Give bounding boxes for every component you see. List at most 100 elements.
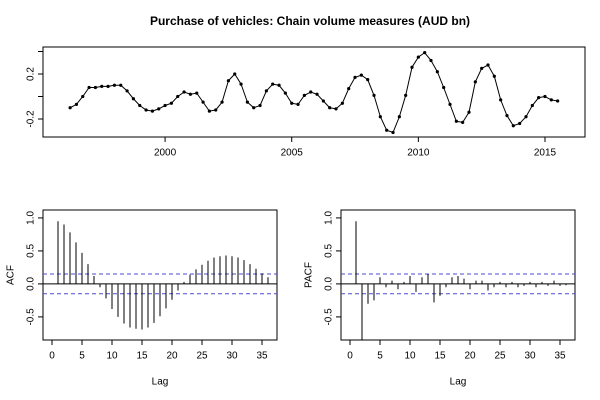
series-point: [112, 83, 117, 87]
series-point: [518, 121, 522, 126]
y-tick-label: -0.2: [26, 110, 37, 128]
x-tick-label: 25: [494, 351, 506, 362]
y-tick-label: 1.0: [324, 211, 335, 225]
series-point: [309, 90, 313, 94]
series-point: [385, 128, 389, 132]
x-axis-label: Lag: [450, 377, 467, 388]
series-point: [480, 66, 484, 70]
series-point: [511, 124, 515, 128]
series-point: [353, 75, 357, 79]
series-point: [347, 87, 351, 91]
series-point: [467, 110, 471, 114]
x-tick-label: 15: [136, 351, 148, 362]
x-tick-label: 20: [166, 351, 178, 362]
series-point: [271, 82, 275, 86]
x-axis-label: Lag: [152, 377, 169, 388]
series-point: [486, 63, 490, 67]
series-point: [239, 82, 243, 86]
series-point: [245, 100, 249, 104]
series-point: [321, 99, 325, 103]
series-point: [258, 103, 262, 108]
series-point: [499, 98, 503, 102]
x-tick-label: 2000: [154, 148, 177, 159]
x-tick-label: 20: [464, 351, 476, 362]
x-tick-label: 2010: [407, 148, 430, 159]
series-point: [163, 103, 167, 108]
series-point: [423, 51, 427, 55]
series-point: [157, 107, 161, 111]
series-point: [207, 109, 211, 113]
series-point: [448, 102, 452, 106]
y-tick-label: 0.0: [324, 277, 335, 291]
y-axis-label: PACF: [304, 262, 315, 288]
y-tick-label: 0.5: [324, 244, 335, 258]
y-axis-label: ACF: [6, 265, 17, 285]
series-point: [138, 103, 142, 108]
x-tick-label: 0: [347, 351, 353, 362]
series-point: [296, 102, 300, 106]
series-point: [68, 106, 72, 110]
series-point: [93, 85, 98, 90]
series-point: [404, 93, 408, 97]
series-point: [543, 94, 547, 99]
x-tick-label: 30: [226, 351, 238, 362]
y-tick-label: 0.2: [26, 67, 37, 81]
series-point: [176, 94, 180, 99]
x-tick-label: 15: [434, 351, 446, 362]
series-point: [87, 85, 91, 90]
series-point: [473, 80, 477, 84]
series-point: [150, 109, 155, 113]
series-point: [201, 100, 205, 104]
x-tick-label: 10: [106, 351, 118, 362]
series-point: [461, 120, 465, 124]
series-point: [524, 115, 528, 119]
x-tick-label: 35: [256, 351, 268, 362]
x-tick-label: 2015: [534, 148, 557, 159]
series-point: [334, 107, 338, 111]
y-tick-label: -0.5: [324, 308, 335, 326]
chart-title: Purchase of vehicles: Chain volume measu…: [150, 14, 470, 28]
x-tick-label: 10: [404, 351, 416, 362]
series-point: [106, 84, 110, 88]
series-point: [74, 102, 79, 106]
series-point: [429, 58, 433, 63]
series-point: [302, 93, 306, 97]
x-tick-label: 35: [554, 351, 566, 362]
series-point: [226, 79, 230, 83]
series-point: [182, 90, 186, 94]
series-point: [290, 101, 294, 105]
x-tick-label: 2005: [281, 148, 304, 159]
series-point: [537, 96, 541, 100]
series-point: [328, 106, 332, 110]
series-point: [416, 55, 420, 59]
series-point: [100, 84, 104, 88]
y-tick-label: -0.5: [26, 308, 37, 326]
series-point: [556, 99, 560, 103]
x-tick-label: 5: [377, 351, 383, 362]
series-point: [119, 83, 123, 87]
y-tick-label: 0.5: [26, 244, 37, 258]
x-tick-label: 25: [196, 351, 208, 362]
x-tick-label: 0: [49, 351, 55, 362]
series-point: [372, 93, 376, 97]
series-point: [359, 73, 363, 77]
series-point: [188, 92, 193, 96]
series-point: [505, 114, 509, 118]
series-point: [454, 119, 458, 123]
series-point: [549, 98, 553, 102]
series-point: [435, 70, 439, 74]
series-point: [220, 100, 224, 104]
series-point: [195, 91, 199, 95]
series-point: [81, 94, 85, 99]
series-point: [283, 91, 287, 95]
series-point: [410, 65, 414, 69]
x-tick-label: 30: [524, 351, 536, 362]
series-point: [277, 83, 281, 87]
series-point: [131, 97, 136, 101]
series-point: [530, 103, 534, 108]
series-point: [252, 106, 256, 110]
series-point: [233, 72, 237, 76]
series-point: [214, 108, 218, 112]
